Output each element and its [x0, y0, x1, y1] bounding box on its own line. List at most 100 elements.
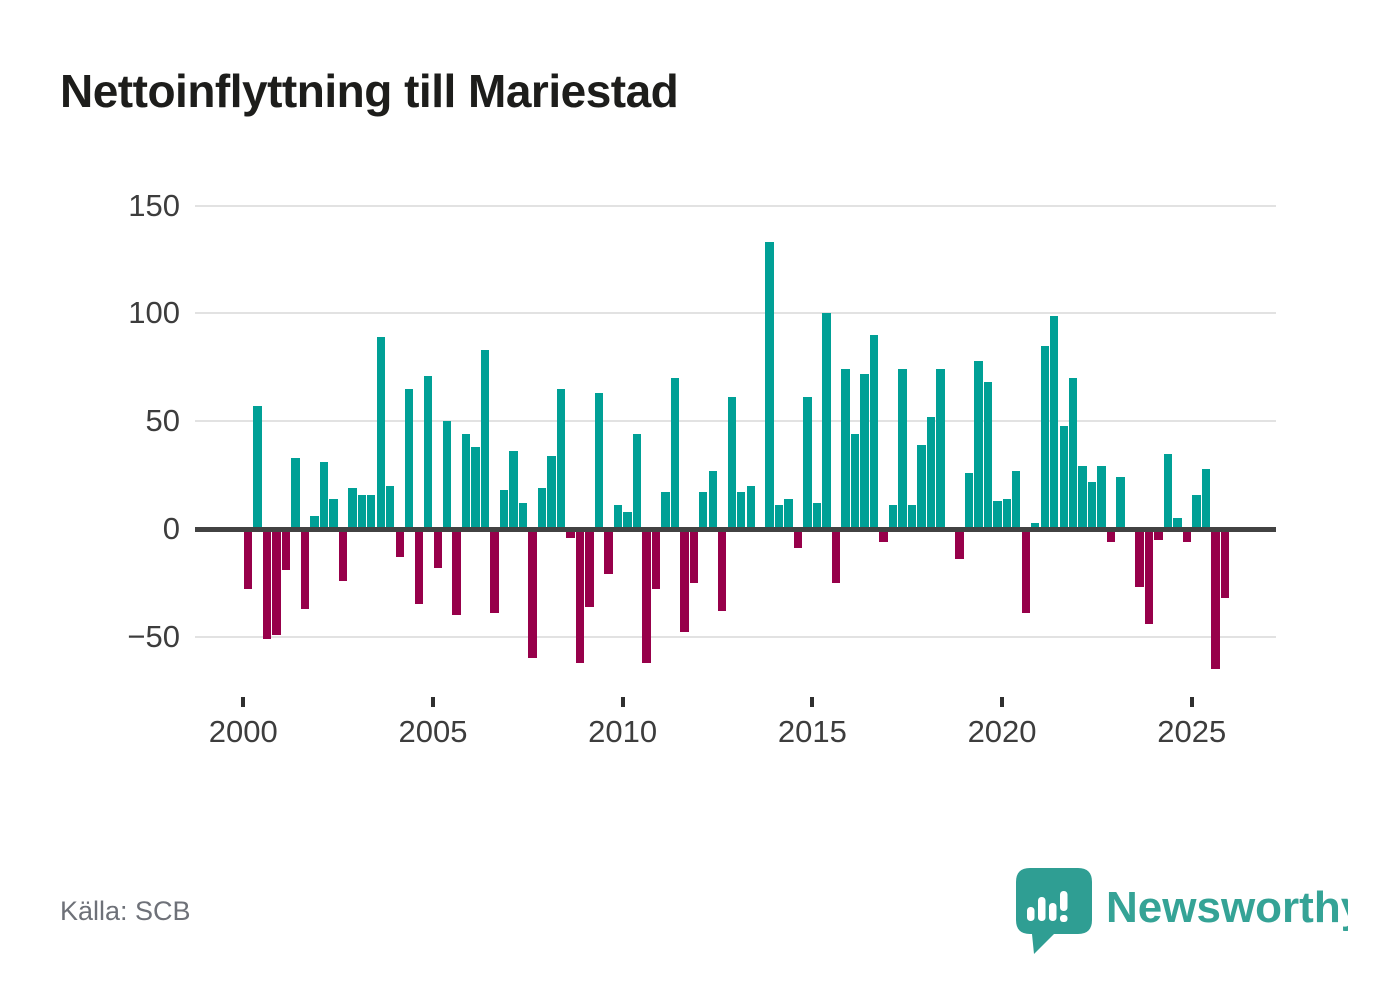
bar-2018q4	[955, 529, 964, 560]
bar-2007q1	[509, 451, 518, 529]
bar-2009q4	[613, 505, 623, 529]
bar-2002q1	[319, 462, 329, 529]
bar-2011q3	[680, 529, 689, 633]
bar-2008q3	[566, 529, 575, 538]
bar-2019q3	[983, 382, 993, 529]
bar-2025q3	[1211, 529, 1220, 670]
bar-2015q1	[812, 503, 822, 529]
bar-2001q1	[281, 529, 291, 570]
bar-2019q1	[964, 472, 974, 529]
bar-2022q1	[1078, 466, 1087, 529]
bar-2012q4	[727, 397, 736, 529]
bar-2009q2	[594, 393, 604, 529]
bar-2021q4	[1068, 378, 1078, 529]
bar-2003q1	[357, 494, 366, 529]
bar-2016q4	[879, 529, 888, 542]
bar-2010q1	[623, 511, 632, 529]
source-note: Källa: SCB	[60, 896, 191, 926]
gridline-y-50	[195, 635, 1276, 638]
bar-2014q1	[774, 505, 784, 529]
bar-2009q1	[585, 529, 594, 607]
bar-2014q3	[793, 529, 803, 549]
bar-2008q1	[547, 455, 556, 529]
bar-2006q4	[499, 490, 509, 529]
x-tick-2015	[810, 697, 815, 707]
bar-2010q3	[642, 529, 651, 663]
bar-2007q3	[528, 529, 537, 659]
bar-2000q1	[243, 529, 253, 590]
bar-2004q3	[414, 529, 423, 605]
bar-2010q2	[632, 434, 642, 529]
y-tick-label: −50	[127, 618, 180, 654]
bar-2004q4	[424, 375, 433, 529]
x-tick-2005	[430, 697, 435, 707]
bar-2006q1	[471, 447, 480, 529]
bar-2004q1	[395, 529, 404, 558]
bar-2023q1	[1116, 477, 1125, 529]
bar-2002q2	[329, 498, 338, 529]
bar-2016q3	[869, 334, 879, 529]
bar-2019q2	[974, 360, 983, 529]
bar-2011q2	[670, 378, 680, 529]
bar-2016q1	[850, 434, 860, 529]
bar-2025q2	[1201, 468, 1211, 529]
bar-2000q2	[253, 406, 262, 529]
bar-2014q2	[784, 498, 793, 529]
bar-2000q3	[262, 529, 272, 639]
bar-2003q4	[386, 485, 395, 529]
bar-2015q2	[822, 313, 831, 529]
bar-2024q1	[1154, 529, 1163, 540]
y-tick-label: 100	[128, 295, 180, 331]
bar-2024q3	[1173, 518, 1182, 529]
bar-2025q4	[1220, 529, 1230, 598]
x-tick-label: 2015	[777, 714, 847, 749]
zero-baseline	[195, 527, 1276, 532]
gridline-y100	[195, 312, 1276, 315]
x-tick-label: 2005	[398, 714, 468, 749]
gridline-y150	[195, 204, 1276, 207]
bar-2017q4	[917, 444, 926, 529]
bar-2017q3	[907, 505, 917, 529]
bar-2007q2	[518, 503, 528, 529]
logo-wordmark: Newsworthy	[1106, 883, 1348, 932]
bar-2013q4	[765, 242, 774, 529]
bar-2012q2	[708, 470, 717, 529]
x-tick-2010	[620, 697, 625, 707]
bar-2010q4	[651, 529, 661, 590]
x-tick-label: 2010	[588, 714, 658, 749]
bar-2018q1	[926, 416, 936, 529]
bar-2008q2	[556, 388, 566, 529]
bar-2020q1	[1002, 498, 1011, 529]
y-tick-label: 0	[162, 511, 180, 546]
bar-2001q4	[310, 516, 319, 529]
bar-2020q2	[1012, 470, 1021, 529]
bar-2003q3	[376, 337, 385, 529]
newsworthy-logo: Newsworthy	[1016, 868, 1348, 954]
bar-2013q2	[746, 485, 755, 529]
bar-2020q3	[1021, 529, 1030, 614]
bar-2017q1	[888, 505, 898, 529]
x-tick-label: 2020	[967, 714, 1037, 749]
bar-2017q2	[898, 369, 907, 529]
x-tick-label: 2025	[1157, 714, 1227, 749]
bar-2014q4	[803, 397, 812, 529]
bar-2005q2	[442, 421, 452, 529]
bar-2015q4	[841, 369, 850, 529]
bar-2009q3	[604, 529, 613, 575]
bar-2021q1	[1040, 345, 1049, 529]
bar-2018q2	[936, 369, 945, 529]
bar-2023q4	[1144, 529, 1154, 624]
bar-2012q1	[699, 492, 708, 529]
bar-2007q4	[537, 488, 547, 529]
bar-2015q3	[831, 529, 841, 583]
bar-2024q2	[1163, 453, 1173, 529]
bar-2002q3	[338, 529, 348, 581]
bar-2005q4	[461, 434, 471, 529]
bar-2008q4	[575, 529, 585, 663]
bar-2005q1	[433, 529, 442, 568]
bar-2025q1	[1192, 494, 1201, 529]
bar-2003q2	[367, 494, 376, 529]
bar-2022q2	[1087, 481, 1097, 529]
chart-title: Nettoinflyttning till Mariestad	[60, 65, 679, 117]
